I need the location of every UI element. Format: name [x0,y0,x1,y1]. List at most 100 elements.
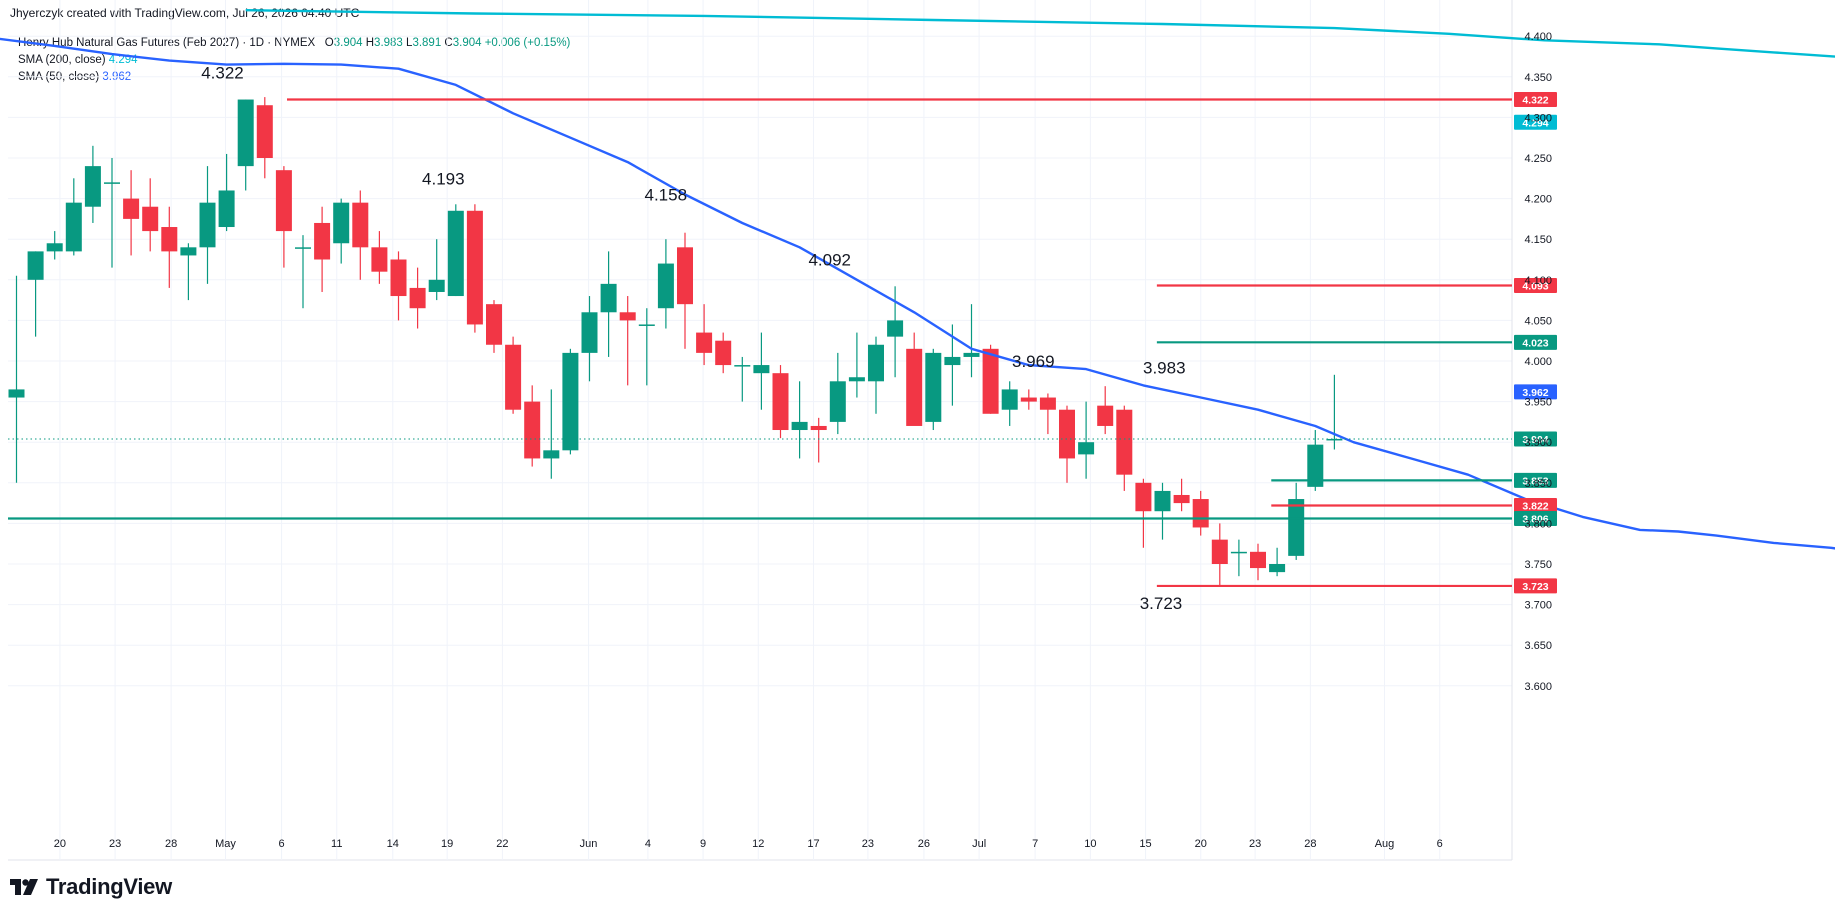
sma200-line [245,9,1835,58]
y-tick-label: 3.750 [1524,559,1552,571]
candle-body [352,202,369,248]
y-tick-label: 4.000 [1524,356,1552,368]
candle-body [963,352,980,357]
x-tick-label: 23 [1249,838,1261,850]
tradingview-wordmark: TradingView [46,874,172,899]
candle-body [1173,494,1190,504]
candle-body [447,210,464,297]
candle-body [524,401,541,459]
low-label: L [406,37,413,49]
x-tick-label: 20 [1195,838,1207,850]
x-tick-label: 14 [387,838,399,850]
x-tick-label: 15 [1139,838,1151,850]
price-tag [1514,511,1557,527]
price-tag-label: 4.093 [1522,280,1548,292]
candle-body [1192,499,1209,528]
price-tag [1514,334,1557,350]
x-tick-label: Jun [580,838,598,850]
price-tag-label: 3.806 [1522,514,1548,526]
candle-body [1039,397,1056,410]
candle-body [791,421,808,431]
candle-body [944,356,961,366]
candle-body [906,348,923,426]
price-tag [1514,472,1557,488]
time-axis: 20 23 28 May 6 11 14 19 22 Jun 4 9 12 17 23 26 Jul 7 10 15 2… [54,838,1443,850]
candle-body [46,243,63,252]
x-tick-label: May [215,838,236,850]
x-tick-label: 23 [862,838,874,850]
price-tag [1514,92,1557,108]
candle-body [1250,551,1266,569]
open-value: 3.904 [333,37,363,49]
candle-body [848,377,865,382]
candle-body [600,283,617,313]
annotation-label: 3.723 [1140,594,1183,613]
high-value: 3.983 [374,37,403,49]
annotations: 4.322 4.193 4.158 4.092 3.969 3.983 3.723 [201,64,1185,613]
y-tick-label: 3.900 [1524,437,1552,449]
candle-body [543,450,560,459]
price-tag-label: 4.294 [1522,117,1548,129]
x-tick-label: 22 [496,838,508,850]
high-label: H [365,37,375,49]
y-tick-label: 4.050 [1524,315,1552,327]
candle-body [84,166,101,207]
chart-legend: Henry Hub Natural Gas Futures (Feb 2027)… [18,35,570,86]
candle-body [237,99,254,167]
price-tag-label: 3.962 [1522,387,1548,399]
x-tick-label: 17 [807,838,819,850]
candle-body [1307,444,1324,487]
sma50-line [0,37,1835,550]
annotation-label: 3.969 [1012,352,1055,371]
price-tag [1514,578,1557,594]
candle-body [104,182,120,184]
candle-body [868,344,884,382]
candle-body [562,352,579,451]
y-tick-label: 3.650 [1524,640,1552,652]
x-tick-label: 12 [752,838,764,850]
y-tick-label: 3.600 [1524,681,1552,693]
price-tag [1514,498,1557,514]
price-tag [1514,384,1557,400]
candle-body [1230,551,1247,554]
sma200-path [245,9,1835,58]
annotation-label: 4.322 [201,64,244,83]
price-tag-label: 4.023 [1522,337,1548,349]
x-tick-label: 19 [441,838,453,850]
candle-body [1269,564,1286,573]
candle-body [199,202,216,248]
candle-body [638,324,655,326]
annotation-label: 3.983 [1143,358,1186,377]
close-label: C [444,37,453,49]
candle-body [486,304,502,345]
candles [8,97,1343,586]
candle-body [123,198,140,219]
price-tag-label: 4.322 [1522,95,1548,107]
candle-body [696,332,713,353]
candle-body [390,259,407,297]
y-tick-label: 4.300 [1524,112,1552,124]
candle-body [715,340,732,366]
tradingview-brand[interactable]: TradingView [10,874,172,900]
y-tick-label: 4.150 [1524,234,1552,246]
price-tag-label: 3.853 [1522,475,1548,487]
candle-body [256,105,273,158]
candle-body [1078,442,1095,455]
candle-body [753,365,770,374]
y-tick-label: 3.850 [1524,478,1552,490]
candle-body [887,320,904,337]
candle-body [409,287,426,309]
y-tick-label: 4.200 [1524,194,1552,206]
price-tag-label: 3.822 [1522,501,1548,513]
candle-body [1135,482,1152,512]
open-label: O [324,37,334,49]
change-value: +0.006 (+0.15%) [484,37,571,49]
x-tick-label: Aug [1375,838,1395,850]
horizontal-levels: 4.322 4.294 4.093 4.023 3.962 3.904 3.853 3.822… [8,92,1557,594]
sma200-label: SMA (200, close) [18,54,106,66]
x-tick-label: 7 [1032,838,1038,850]
candle-body [1154,490,1171,512]
price-tag [1514,114,1557,130]
y-tick-label: 4.100 [1524,275,1552,287]
